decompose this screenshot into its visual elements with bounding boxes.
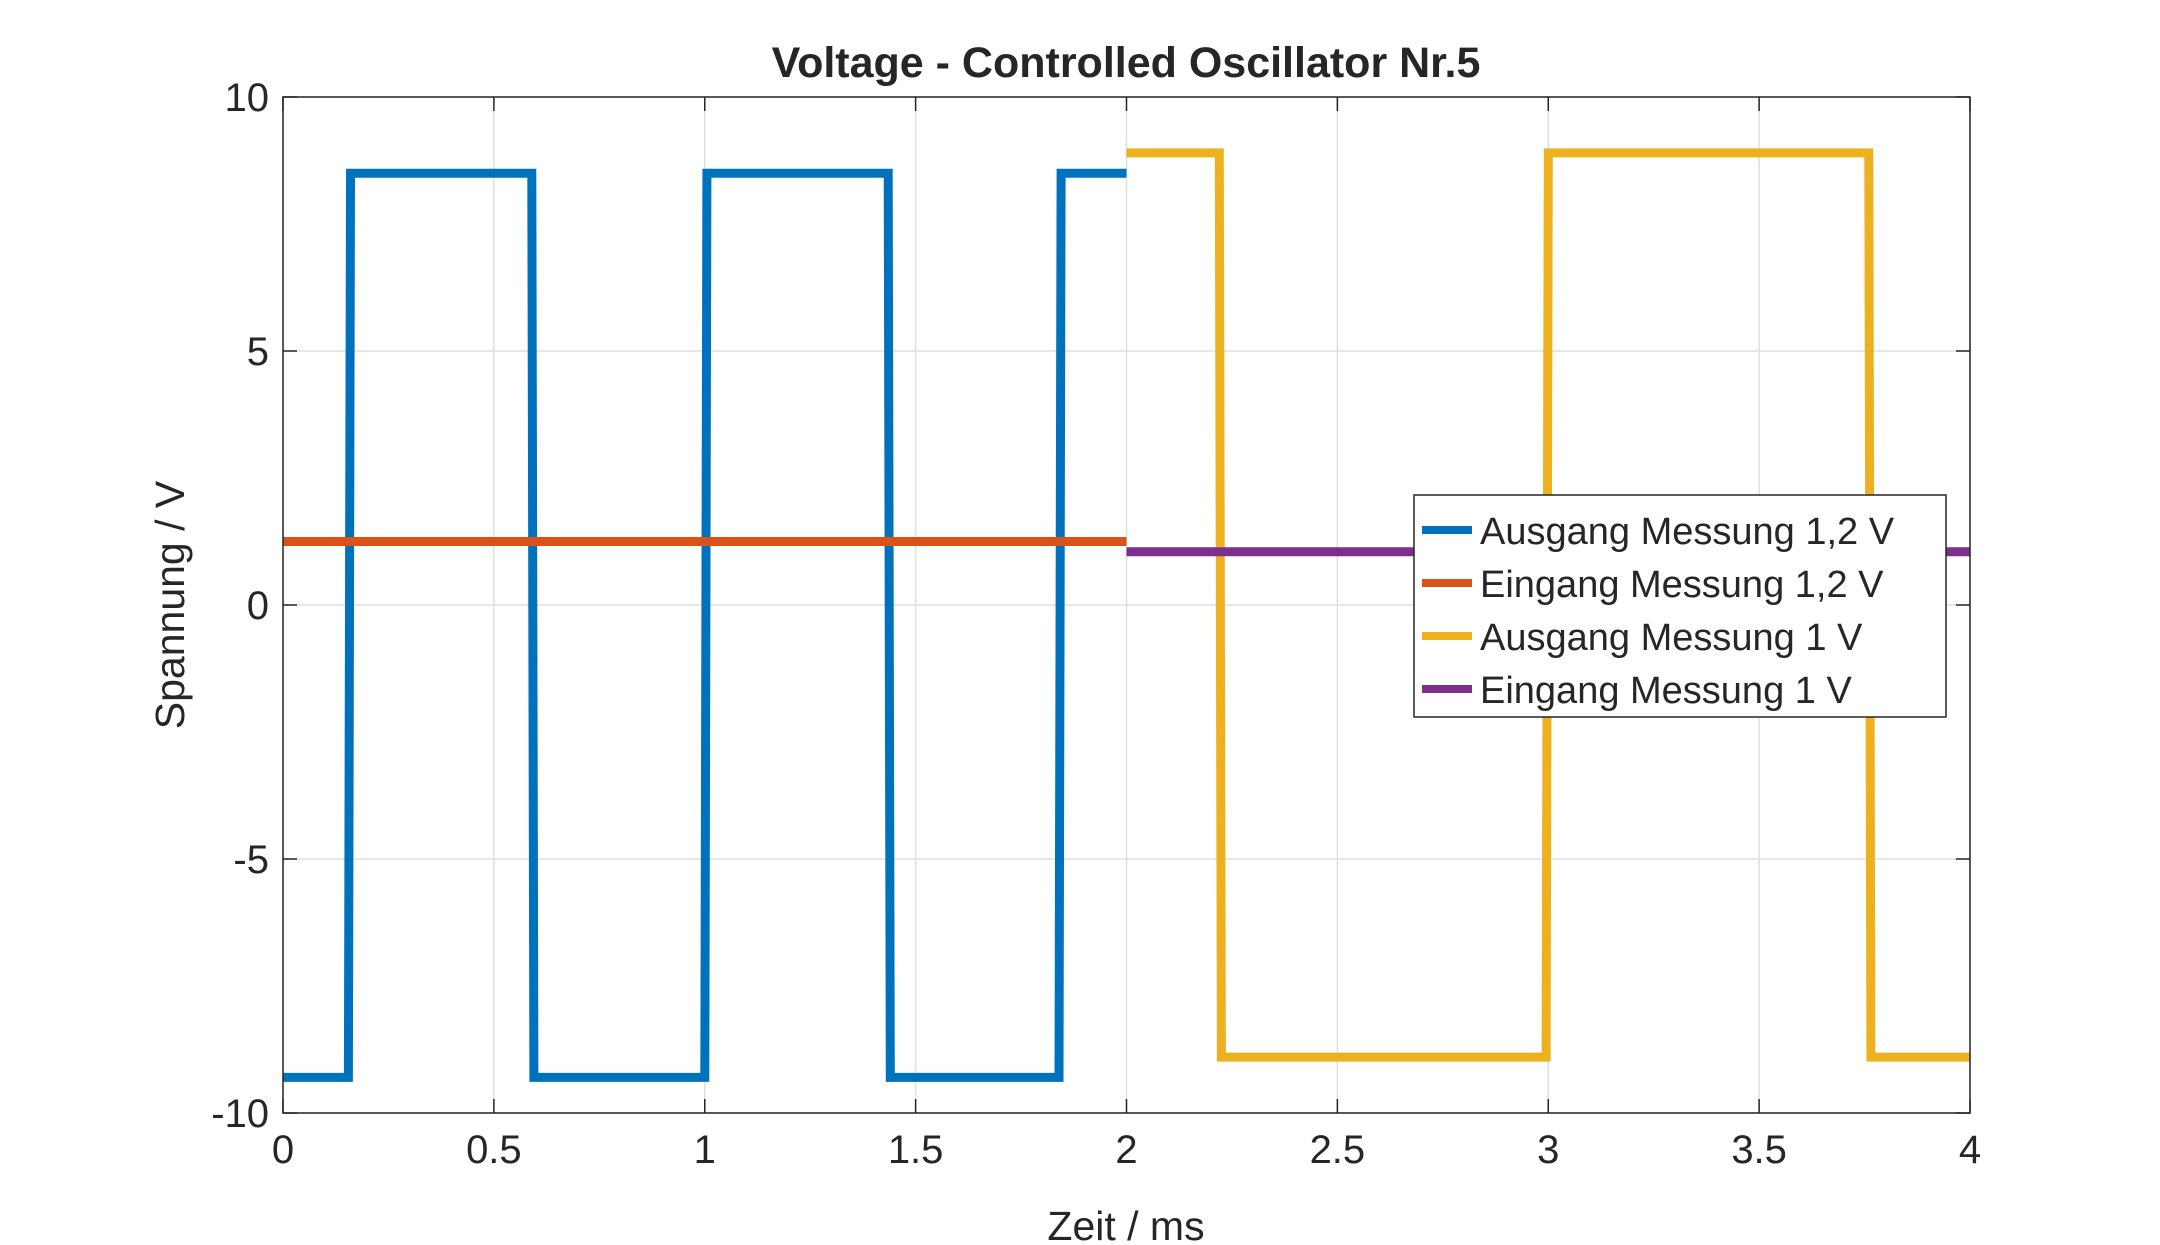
ticks: 0 0.5 1 1.5 2 2.5 3 3.5 4 -10 -5 0 5 10 [211,76,1981,1172]
y-tick-label: -5 [233,838,269,882]
x-tick-label: 3.5 [1731,1128,1787,1172]
legend-label-3: Ausgang Messung 1 V [1480,617,1863,659]
legend: Ausgang Messung 1,2 V Eingang Messung 1,2… [1413,494,1947,718]
x-tick-label: 1.5 [888,1128,944,1172]
x-tick-label: 1 [694,1128,716,1172]
x-tick-label: 0.5 [466,1128,522,1172]
x-tick-label: 2.5 [1310,1128,1366,1172]
series-line-1 [283,168,1127,1082]
y-tick-label: -10 [211,1092,269,1136]
x-tick-label: 3 [1537,1128,1559,1172]
x-axis-label: Zeit / ms [1047,1203,1204,1245]
x-tick-label: 0 [272,1128,294,1172]
y-tick-label: 5 [247,330,269,374]
chart-title: Voltage - Controlled Oscillator Nr.5 [772,39,1481,87]
legend-label-1: Ausgang Messung 1,2 V [1480,511,1895,553]
legend-label-2: Eingang Messung 1,2 V [1480,564,1884,606]
y-axis-label: Spannung / V [147,480,193,729]
x-tick-label: 4 [1959,1128,1981,1172]
y-tick-label: 10 [225,76,270,120]
y-tick-label: 0 [247,584,269,628]
x-tick-label: 2 [1115,1128,1137,1172]
legend-box [1413,494,1947,718]
legend-label-4: Eingang Messung 1 V [1480,670,1852,712]
